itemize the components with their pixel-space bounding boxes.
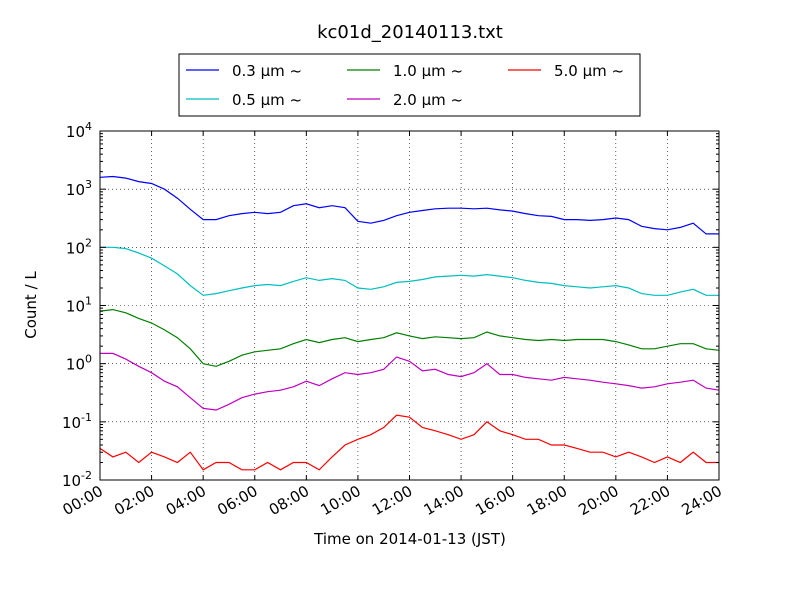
y-tick-labels: 10-2 10-1 100 101 102 103 104 [62,120,92,490]
series-line-1 [100,246,719,296]
y-tick-label: 101 [66,295,92,316]
legend-label: 1.0 μm ~ [393,62,463,80]
x-tick-label: 22:00 [627,482,673,519]
y-tick-label: 104 [66,120,92,141]
gridlines [100,131,719,480]
y-tick-label: 10-1 [62,411,92,432]
legend-label: 0.5 μm ~ [232,91,302,109]
legend-label: 0.3 μm ~ [232,62,302,80]
x-tick-label: 16:00 [472,482,518,519]
series-line-2 [99,308,720,367]
x-tick-label: 02:00 [111,482,157,519]
x-tick-label: 24:00 [679,482,725,519]
y-tick-label: 103 [66,178,92,199]
legend: 0.3 μm ~ 0.5 μm ~ 1.0 μm ~ 2.0 μm ~ 5.0 μm ~ [178,53,641,117]
series-line-0 [99,175,719,235]
legend-frame [178,53,641,117]
x-tick-label: 04:00 [163,482,209,519]
x-tick-label: 06:00 [214,482,260,519]
x-tick-labels: 00:00 02:00 04:00 06:00 08:00 10:00 12:00 14:00… [60,482,725,519]
y-tick-label: 10-2 [62,469,92,490]
x-tick-label: 18:00 [524,482,570,519]
plot-frame [99,130,720,481]
x-tick-label: 08:00 [266,482,312,519]
x-tick-label: 12:00 [369,482,415,519]
legend-label: 2.0 μm ~ [393,91,463,109]
plot-lines [99,175,720,471]
y-tick-label: 100 [66,353,92,374]
y-axis-label: Count / L [22,271,40,339]
chart-title: kc01d_20140113.txt [317,22,503,43]
y-tick-label: 102 [66,236,92,257]
x-tick-label: 14:00 [421,482,467,519]
series-line-3 [100,352,720,411]
x-tick-label: 10:00 [317,482,363,519]
x-axis-label: Time on 2014-01-13 (JST) [313,530,506,548]
series-line-4 [99,414,719,471]
x-tick-label: 20:00 [575,482,621,519]
legend-label: 5.0 μm ~ [554,62,624,80]
